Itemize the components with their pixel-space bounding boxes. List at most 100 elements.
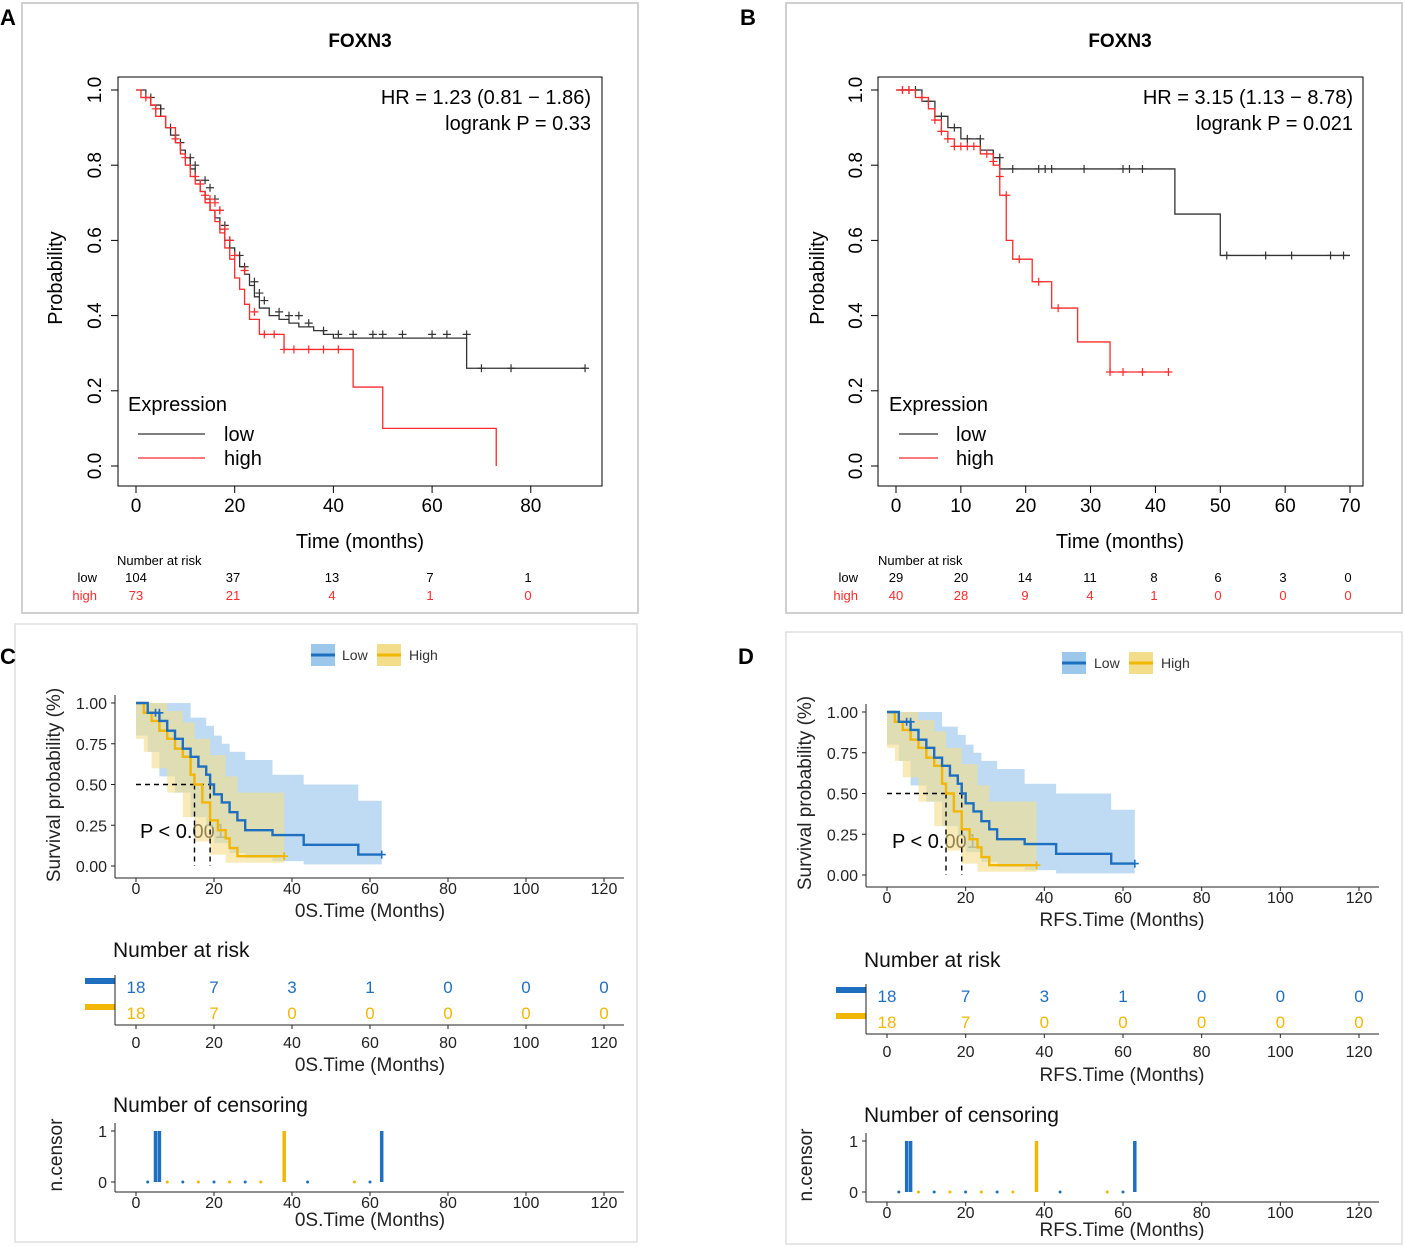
panel-d-risk-high-value: 7 bbox=[961, 1013, 970, 1032]
panel-c-xtick-label: 80 bbox=[439, 881, 457, 898]
panel-d-censor-xtick-label: 80 bbox=[1193, 1205, 1211, 1222]
panel-c-censor-zero-dot bbox=[196, 1180, 200, 1184]
panel-c-risk-high-value: 0 bbox=[443, 1004, 452, 1023]
panel-d-xtick-label: 0 bbox=[883, 890, 892, 907]
panel-d-censor-title: Number of censoring bbox=[864, 1104, 1059, 1127]
panel-d-censor-zero-dot bbox=[979, 1190, 983, 1194]
panel-c-censor-title: Number of censoring bbox=[113, 1094, 308, 1117]
panel-d-risk-title: Number at risk bbox=[864, 949, 1001, 972]
panel-a-censor-high bbox=[206, 195, 215, 204]
panel-b-risk-row-low: low bbox=[838, 570, 858, 585]
panel-b-risk-high-value: 0 bbox=[1279, 588, 1286, 603]
panel-d-censor-ytick-label: 1 bbox=[849, 1134, 858, 1151]
panel-c-risk-high-value: 7 bbox=[209, 1004, 218, 1023]
panel-a-censor-low bbox=[255, 289, 264, 298]
panel-label-d: D bbox=[738, 644, 754, 669]
panel-d-risk-xtick-label: 120 bbox=[1346, 1044, 1373, 1061]
panel-d-censor-zero-dot bbox=[1121, 1190, 1125, 1194]
panel-d-risk-xtick-label: 80 bbox=[1193, 1044, 1211, 1061]
panel-b-censor-low bbox=[1080, 164, 1089, 173]
panel-a-censor-high bbox=[220, 225, 229, 234]
panel-d-xtick-label: 40 bbox=[1035, 890, 1053, 907]
panel-a-ytick-label: 1.0 bbox=[85, 77, 106, 103]
panel-b-censor-low bbox=[1261, 251, 1270, 260]
panel-c-censor-zero-dot bbox=[243, 1180, 247, 1184]
panel-a-censor-low bbox=[368, 330, 377, 339]
panel-b-censor-low bbox=[1287, 251, 1296, 260]
panel-a-censor-low bbox=[507, 364, 516, 373]
panel-b-xtick-label: 20 bbox=[1015, 496, 1036, 517]
panel-a-censor-low bbox=[260, 296, 269, 305]
panel-b-risk-high-value: 1 bbox=[1150, 588, 1157, 603]
panel-d-censor-ylabel: n.censor bbox=[796, 1128, 817, 1202]
panel-b-censor-high bbox=[904, 86, 913, 94]
panel-b-censor-low bbox=[1326, 251, 1335, 260]
panel-a-legend-title: Expression bbox=[128, 394, 227, 416]
panel-a-risk-low-value: 13 bbox=[325, 570, 339, 585]
panel-a-xtick-label: 60 bbox=[422, 496, 443, 517]
panel-c-censor-high bbox=[280, 852, 289, 861]
panel-b-censor-low bbox=[1125, 164, 1134, 173]
panel-b-ytick-label: 0.4 bbox=[846, 302, 867, 329]
panel-a-risk-row-high: high bbox=[72, 588, 97, 603]
panel-a-legend-high: high bbox=[224, 448, 262, 470]
panel-d-risk-xlabel: RFS.Time (Months) bbox=[1039, 1065, 1204, 1086]
panel-c-frame bbox=[14, 623, 638, 1243]
panel-d-censor-zero-dot bbox=[964, 1190, 968, 1194]
panel-d-censor-zero-dot bbox=[916, 1190, 920, 1194]
panel-b-censor-high bbox=[1138, 368, 1147, 376]
panel-b-xtick-label: 10 bbox=[950, 496, 971, 517]
panel-c-censor-xtick-label: 60 bbox=[361, 1195, 379, 1212]
panel-c-risk-xlabel: 0S.Time (Months) bbox=[295, 1055, 445, 1076]
panel-c-censor-xtick-label: 0 bbox=[132, 1195, 141, 1212]
panel-a-censor-low bbox=[334, 330, 343, 339]
panel-b-censor-high bbox=[1034, 277, 1043, 286]
panel-b-risk-low-value: 11 bbox=[1083, 570, 1097, 585]
panel-d-ytick-label: 0.00 bbox=[827, 868, 858, 885]
panel-d-risk-low-value: 7 bbox=[961, 987, 970, 1006]
panel-b-censor-high bbox=[1164, 368, 1173, 376]
panel-c-censor-zero-dot bbox=[352, 1180, 356, 1184]
panel-b-censor-high bbox=[1015, 255, 1024, 264]
panel-c-censor-zero-dot bbox=[181, 1180, 185, 1184]
panel-b-censor-low bbox=[995, 153, 1004, 162]
panel-a-censor-low bbox=[191, 161, 200, 170]
panel-b-risk-row-high: high bbox=[833, 588, 858, 603]
panel-d-ylabel: Survival probability (%) bbox=[795, 696, 816, 890]
panel-b-plot-box bbox=[877, 76, 1364, 487]
panel-d-risk-high-value: 0 bbox=[1197, 1013, 1206, 1032]
panel-a-censor-high bbox=[171, 134, 180, 143]
panel-d-censor-high bbox=[1032, 861, 1041, 870]
panel-c-censor-zero-dot bbox=[212, 1180, 216, 1184]
panel-a-risk-low-value: 7 bbox=[426, 570, 433, 585]
panel-c-censor-low bbox=[377, 850, 386, 859]
panel-b-ylabel: Probability bbox=[807, 231, 829, 324]
panel-a-censor-low bbox=[378, 330, 387, 339]
panel-c-censor-low bbox=[155, 708, 164, 717]
panel-c-censor-xtick-label: 100 bbox=[513, 1195, 540, 1212]
panel-a-censor-high bbox=[334, 345, 343, 354]
panel-a-censor-high bbox=[191, 172, 200, 181]
panel-a-p-text: logrank P = 0.33 bbox=[445, 113, 591, 135]
panel-d-censor-zero-dot bbox=[897, 1190, 901, 1194]
panel-a-xtick-label: 80 bbox=[520, 496, 541, 517]
panel-d-risk-xtick-label: 20 bbox=[957, 1044, 975, 1061]
panel-a-censor-low bbox=[349, 330, 358, 339]
panel-b-risk-low-value: 20 bbox=[954, 570, 968, 585]
panel-d-censor-low bbox=[906, 717, 915, 726]
panel-c-xtick-label: 0 bbox=[132, 881, 141, 898]
panel-a-censor-high bbox=[289, 345, 298, 354]
panel-c-risk-high-value: 0 bbox=[521, 1004, 530, 1023]
panel-b-censor-high bbox=[995, 172, 1004, 181]
panel-c-risk-xtick-label: 120 bbox=[591, 1035, 618, 1052]
panel-label-b: B bbox=[740, 5, 756, 30]
panel-c-risk-xtick-label: 0 bbox=[132, 1035, 141, 1052]
panel-a-xtick-label: 20 bbox=[224, 496, 245, 517]
panel-d-censor-ytick-label: 0 bbox=[849, 1185, 858, 1202]
panel-c-censor-zero-dot bbox=[165, 1180, 169, 1184]
panel-c-risk-low-value: 0 bbox=[599, 978, 608, 997]
panel-d-censor-xtick-label: 0 bbox=[883, 1205, 892, 1222]
panel-c-censor-zero-dot bbox=[146, 1180, 150, 1184]
panel-a-risk-row-low: low bbox=[77, 570, 97, 585]
panel-c-xtick-label: 40 bbox=[283, 881, 301, 898]
